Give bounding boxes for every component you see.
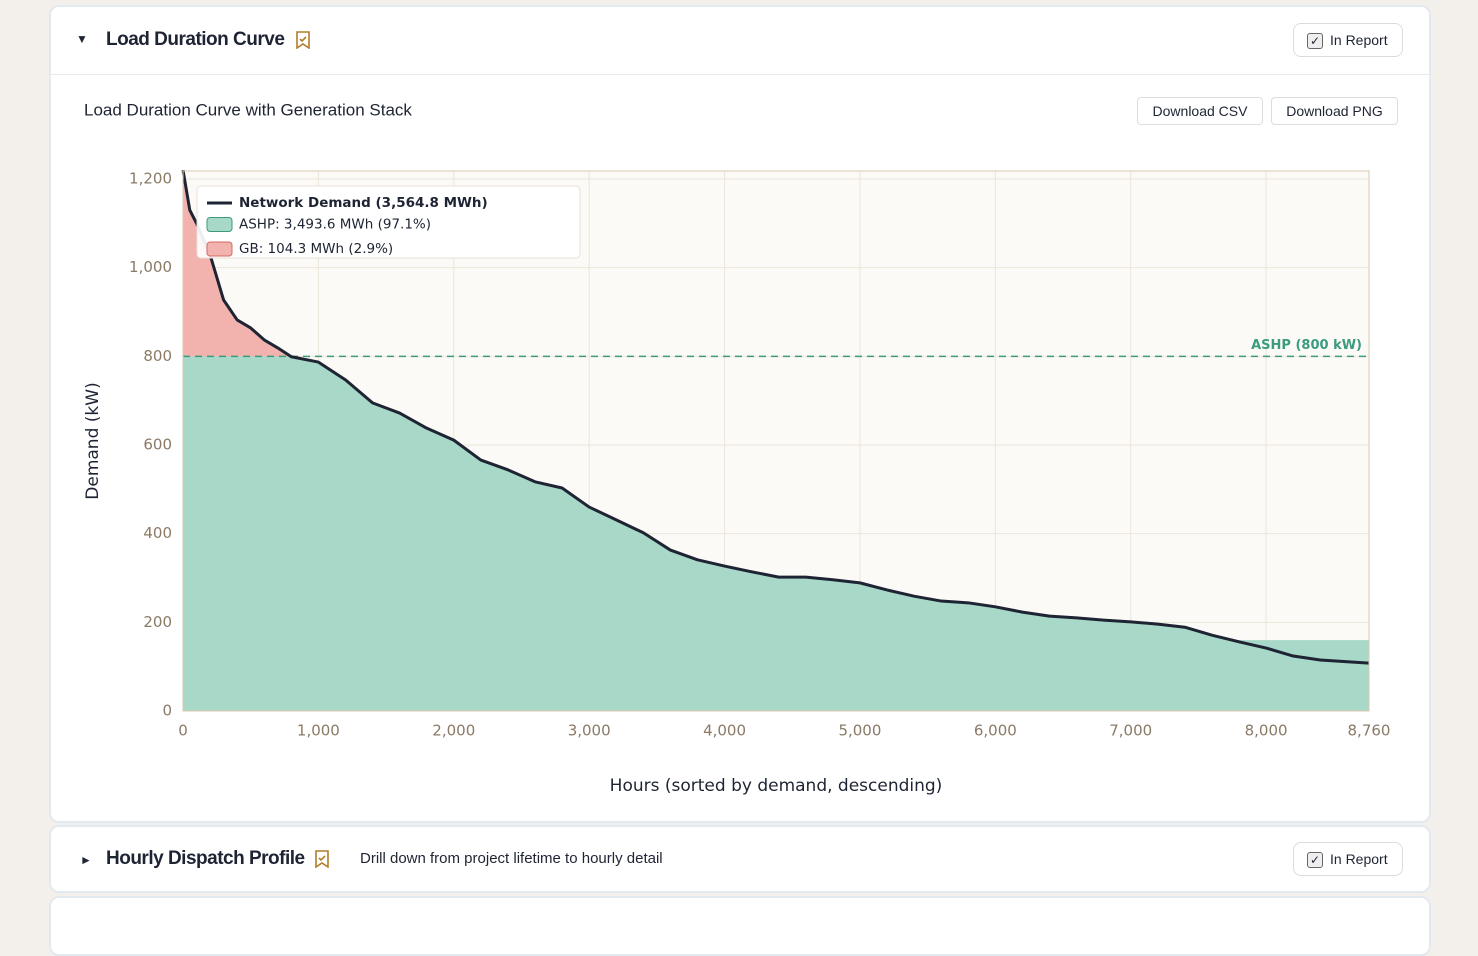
panel bbox=[49, 825, 1431, 893]
page: ▼ Load Duration Curve ✓ In Report Downloa… bbox=[49, 5, 1431, 956]
download-csv-button[interactable]: Download CSV bbox=[1137, 97, 1263, 125]
download-png-button[interactable]: Download PNG bbox=[1271, 97, 1398, 125]
collapse-toggle[interactable]: ▼ bbox=[76, 32, 88, 46]
panel-title: Load Duration Curve bbox=[106, 29, 285, 50]
in-report-checkbox[interactable]: ✓ In Report bbox=[1293, 842, 1403, 876]
panel-title: Hourly Dispatch Profile bbox=[106, 848, 305, 869]
expand-toggle[interactable]: ► bbox=[80, 853, 92, 867]
panel bbox=[49, 896, 1431, 956]
checkbox-label: In Report bbox=[1330, 32, 1388, 48]
divider bbox=[51, 74, 1429, 75]
panel bbox=[49, 5, 1431, 823]
in-report-checkbox[interactable]: ✓ In Report bbox=[1293, 23, 1403, 57]
bookmark-icon[interactable] bbox=[314, 850, 330, 868]
checkbox-label: In Report bbox=[1330, 851, 1388, 867]
bookmark-icon[interactable] bbox=[295, 31, 311, 49]
panel-description: Drill down from project lifetime to hour… bbox=[360, 850, 663, 867]
